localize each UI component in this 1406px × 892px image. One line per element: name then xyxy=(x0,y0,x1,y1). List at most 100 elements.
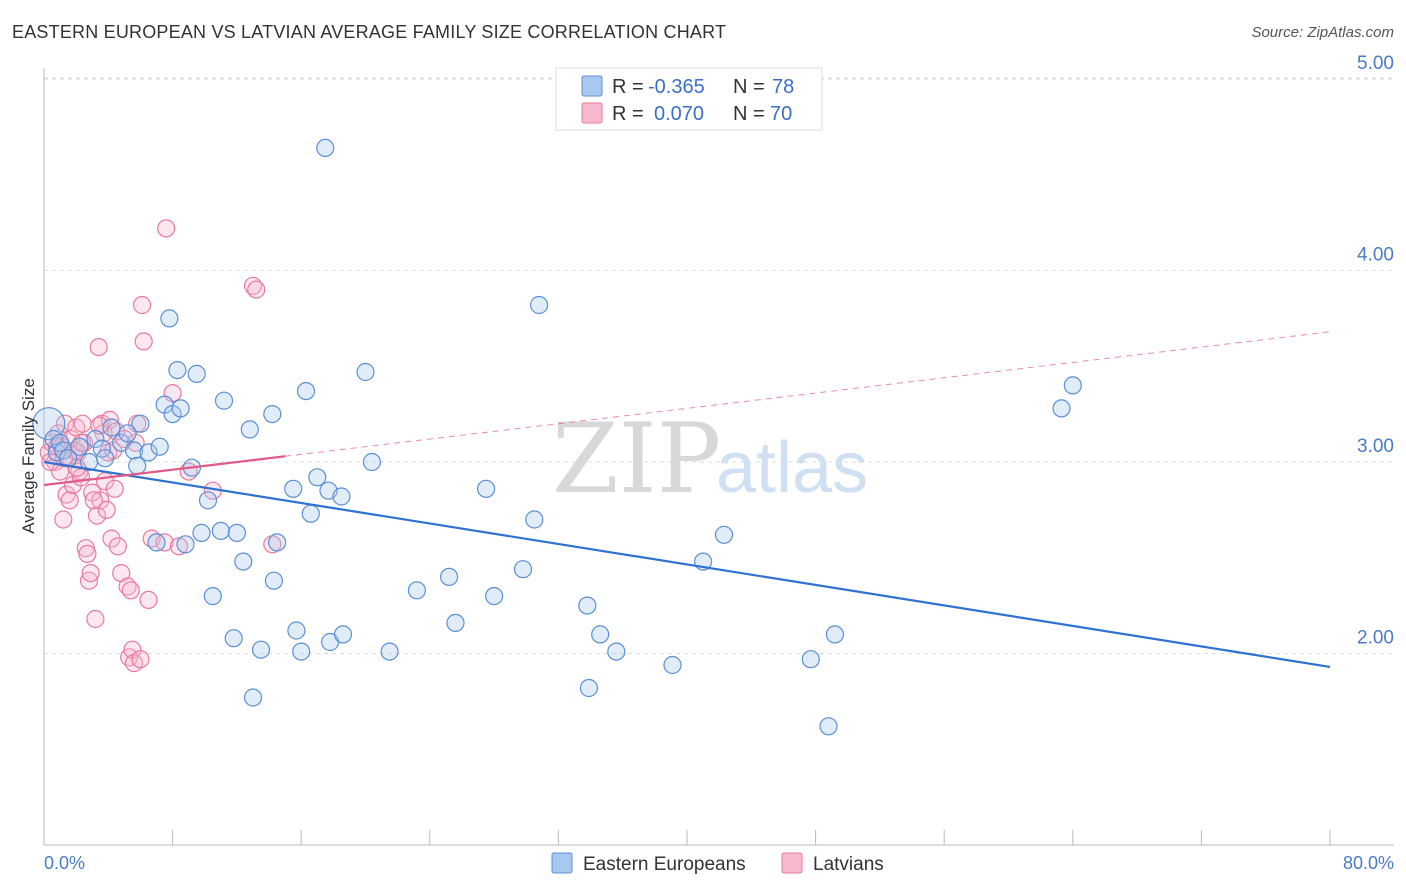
eastern-europeans-point-44 xyxy=(292,642,311,661)
latvians-point-20 xyxy=(78,544,97,564)
eastern-europeans-point-72 xyxy=(825,625,845,644)
chart-title: EASTERN EUROPEAN VS LATVIAN AVERAGE FAMI… xyxy=(12,22,727,42)
eastern-europeans-point-36 xyxy=(240,420,259,439)
latvians-point-35 xyxy=(105,479,124,498)
y-tick-label-2: 4.00 xyxy=(1357,245,1394,266)
legend-r-value-pink: 0.070 xyxy=(654,103,704,125)
eastern-europeans-point-62 xyxy=(529,295,549,315)
y-tick-label-0: 2.00 xyxy=(1357,628,1394,649)
latvians-point-26 xyxy=(89,338,108,357)
eastern-europeans-point-28 xyxy=(192,523,211,543)
eastern-europeans-point-55 xyxy=(407,581,426,600)
trend-lines xyxy=(43,331,1331,668)
eastern-europeans-point-24 xyxy=(171,399,190,418)
latvians-point-54 xyxy=(169,537,189,556)
watermark-zip: ZIP xyxy=(552,403,721,515)
latvians-point-17 xyxy=(73,414,92,433)
eastern-europeans-point-10 xyxy=(95,449,115,468)
legend-n-label-blue: N = xyxy=(733,76,765,98)
eastern-europeans-trend-line xyxy=(43,460,1331,668)
eastern-europeans-point-29 xyxy=(198,491,218,510)
legend-r-label-pink: R = xyxy=(612,103,644,125)
legend-n-value-blue: 78 xyxy=(772,76,794,98)
eastern-europeans-point-9 xyxy=(92,439,112,458)
eastern-europeans-point-2 xyxy=(47,443,67,462)
y-tick-label-3: 5.00 xyxy=(1357,53,1394,74)
eastern-europeans-point-6 xyxy=(70,437,89,456)
eastern-europeans-point-15 xyxy=(128,456,147,475)
legend-r-value-blue: -0.365 xyxy=(648,76,705,98)
latvians-trend-line-solid xyxy=(43,455,286,487)
latvians-point-4 xyxy=(50,462,70,481)
eastern-europeans-point-25 xyxy=(176,535,195,554)
legend-swatch-pink xyxy=(581,102,603,124)
eastern-europeans-point-19 xyxy=(150,437,169,456)
eastern-europeans-point-8 xyxy=(86,429,105,449)
eastern-europeans-point-70 xyxy=(801,650,820,669)
latvians-point-42 xyxy=(121,581,140,600)
eastern-europeans-point-65 xyxy=(591,625,610,644)
eastern-europeans-point-30 xyxy=(203,586,222,606)
x-tick-label-min: 0.0% xyxy=(44,853,85,873)
eastern-europeans-point-73 xyxy=(1052,399,1071,418)
latvians-point-33 xyxy=(100,410,120,429)
eastern-europeans-point-35 xyxy=(234,552,253,571)
eastern-europeans-point-37 xyxy=(243,688,263,707)
series-legend-swatch-pink xyxy=(781,852,803,874)
eastern-europeans-point-43 xyxy=(287,621,306,640)
latvians-point-48 xyxy=(134,332,153,351)
latvians-point-6 xyxy=(54,510,73,529)
eastern-europeans-point-13 xyxy=(118,424,137,443)
eastern-europeans-point-53 xyxy=(362,452,381,472)
eastern-europeans-point-71 xyxy=(819,717,838,736)
x-tick-label-max: 80.0% xyxy=(1343,853,1394,873)
eastern-europeans-point-58 xyxy=(477,479,496,498)
eastern-europeans-point-23 xyxy=(168,361,187,380)
eastern-europeans-point-56 xyxy=(440,567,459,587)
chart-source: Source: ZipAtlas.com xyxy=(1251,24,1394,41)
series-legend-swatch-blue xyxy=(551,852,573,874)
latvians-point-8 xyxy=(57,485,76,504)
eastern-europeans-point-18 xyxy=(147,533,166,552)
eastern-europeans-point-11 xyxy=(102,418,121,437)
latvians-point-63 xyxy=(84,491,103,510)
series-legend: Eastern Europeans Latvians xyxy=(551,852,884,875)
legend-n-value-pink: 70 xyxy=(770,103,792,125)
latvians-point-22 xyxy=(81,563,100,583)
latvians-point-24 xyxy=(86,609,105,629)
latvians-point-21 xyxy=(79,571,99,590)
latvians-point-49 xyxy=(139,590,158,610)
latvians-point-37 xyxy=(108,537,128,556)
eastern-europeans-point-45 xyxy=(296,382,316,401)
eastern-europeans-point-27 xyxy=(187,364,206,383)
legend-n-label-pink: N = xyxy=(733,103,765,125)
eastern-europeans-point-31 xyxy=(211,521,230,541)
latvians-point-47 xyxy=(133,295,152,315)
latvians-point-10 xyxy=(60,491,79,510)
eastern-europeans-point-75 xyxy=(316,138,335,157)
latvians-point-27 xyxy=(91,491,110,510)
eastern-europeans-point-42 xyxy=(284,479,303,498)
eastern-europeans-points xyxy=(32,138,1082,736)
eastern-europeans-point-64 xyxy=(579,678,599,698)
eastern-europeans-point-66 xyxy=(607,642,626,661)
y-tick-labels: 2.00 3.00 4.00 5.00 xyxy=(1357,53,1394,649)
stats-legend: R = -0.365 N = 78 R = 0.070 N = 70 xyxy=(555,67,823,131)
eastern-europeans-point-50 xyxy=(332,487,351,506)
eastern-europeans-point-38 xyxy=(251,640,271,659)
series-legend-label-blue: Eastern Europeans xyxy=(583,854,746,875)
eastern-europeans-point-60 xyxy=(513,560,533,579)
eastern-europeans-point-52 xyxy=(356,362,375,382)
series-legend-label-pink: Latvians xyxy=(813,854,884,875)
eastern-europeans-point-14 xyxy=(124,441,144,460)
eastern-europeans-point-47 xyxy=(308,468,327,487)
watermark: ZIP atlas xyxy=(552,403,868,515)
legend-swatch-blue xyxy=(581,75,603,97)
eastern-europeans-point-63 xyxy=(578,596,597,615)
eastern-europeans-point-41 xyxy=(268,533,287,552)
legend-r-label-blue: R = xyxy=(612,76,644,98)
latvians-point-25 xyxy=(87,506,107,525)
eastern-europeans-point-40 xyxy=(264,571,283,590)
latvians-point-46 xyxy=(131,650,150,669)
